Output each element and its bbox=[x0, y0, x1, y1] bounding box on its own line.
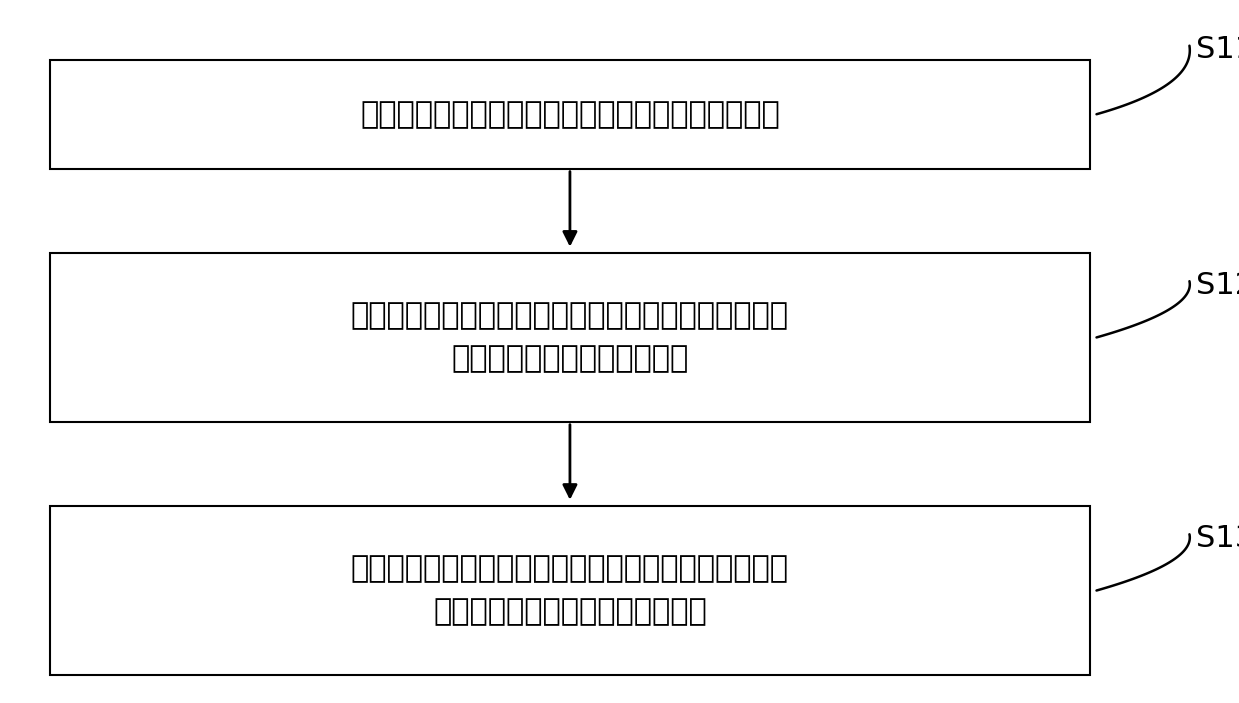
Text: S13: S13 bbox=[1196, 524, 1239, 553]
Text: S11: S11 bbox=[1196, 35, 1239, 64]
FancyBboxPatch shape bbox=[50, 60, 1090, 169]
FancyBboxPatch shape bbox=[50, 506, 1090, 675]
Text: S12: S12 bbox=[1196, 271, 1239, 299]
FancyBboxPatch shape bbox=[50, 253, 1090, 422]
Text: 将待检测的无线电信号的频谱采样协方差矩阵转为待检
测的无线电信号的灰度图信息: 将待检测的无线电信号的频谱采样协方差矩阵转为待检 测的无线电信号的灰度图信息 bbox=[351, 302, 789, 373]
Text: 获取所述待检测的无线电信号的频谱采样协方差矩阵: 获取所述待检测的无线电信号的频谱采样协方差矩阵 bbox=[361, 100, 779, 129]
Text: 根据待检测的无线电信号的灰度图信息，确定待检测的
无线电信号所对应的频谱感知结果: 根据待检测的无线电信号的灰度图信息，确定待检测的 无线电信号所对应的频谱感知结果 bbox=[351, 555, 789, 626]
